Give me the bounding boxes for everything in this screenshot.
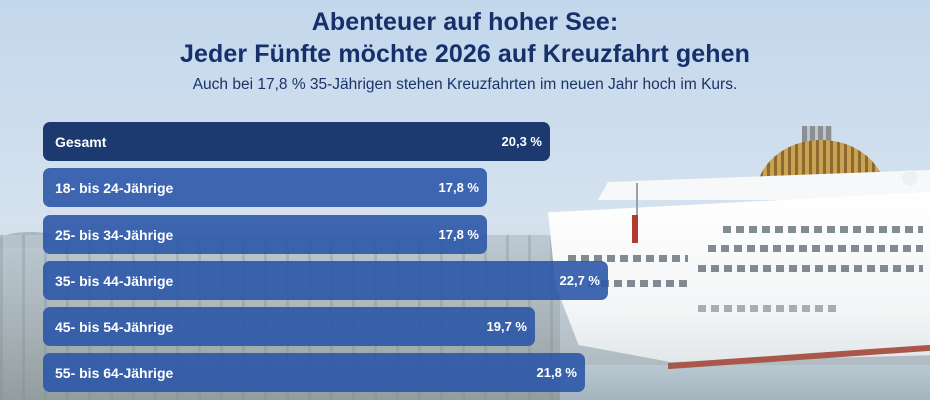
ship-mast: [636, 183, 638, 243]
bar-18-24: 18- bis 24-Jährige 17,8 %: [43, 168, 487, 207]
chart-title-line-2: Jeder Fünfte möchte 2026 auf Kreuzfahrt …: [180, 40, 750, 68]
bar-value: 17,8 %: [438, 180, 479, 195]
ship-hull: [548, 192, 930, 362]
ship-window-row: [698, 265, 923, 272]
bar-label: 18- bis 24-Jährige: [55, 179, 174, 196]
bar-gesamt: Gesamt 20,3 %: [43, 122, 550, 161]
bar-value: 21,8 %: [536, 365, 577, 380]
bar-label: 55- bis 64-Jährige: [55, 364, 174, 381]
bar-55-64: 55- bis 64-Jährige 21,8 %: [43, 353, 585, 392]
chart-subtitle: Auch bei 17,8 % 35-Jährigen stehen Kreuz…: [192, 76, 738, 93]
ship-window-row: [568, 255, 688, 262]
bar-35-44: 35- bis 44-Jährige 22,7 %: [43, 261, 608, 300]
bar-label: 35- bis 44-Jährige: [55, 272, 174, 289]
ship-flag: [632, 215, 638, 243]
ship-window-row: [708, 245, 923, 252]
bar-25-34: 25- bis 34-Jährige 17,8 %: [43, 215, 487, 254]
chart-header: Abenteuer auf hoher See: Jeder Fünfte mö…: [0, 6, 930, 95]
bar-value: 22,7 %: [559, 273, 600, 288]
ship-window-row: [588, 280, 688, 287]
chart-title-line-1: Abenteuer auf hoher See:: [311, 8, 619, 36]
bar-label: Gesamt: [55, 133, 107, 150]
bar-value: 20,3 %: [501, 134, 542, 149]
ship-window-row: [723, 226, 923, 233]
ship-radar-dome: [902, 170, 918, 186]
cruise-ship-illustration: [548, 120, 930, 370]
bar-label: 45- bis 54-Jährige: [55, 318, 174, 335]
background-sea: [560, 365, 930, 400]
bar-label: 25- bis 34-Jährige: [55, 226, 174, 243]
bar-value: 17,8 %: [438, 227, 479, 242]
bar-45-54: 45- bis 54-Jährige 19,7 %: [43, 307, 535, 346]
ship-window-row: [698, 305, 838, 312]
bar-value: 19,7 %: [486, 319, 527, 334]
